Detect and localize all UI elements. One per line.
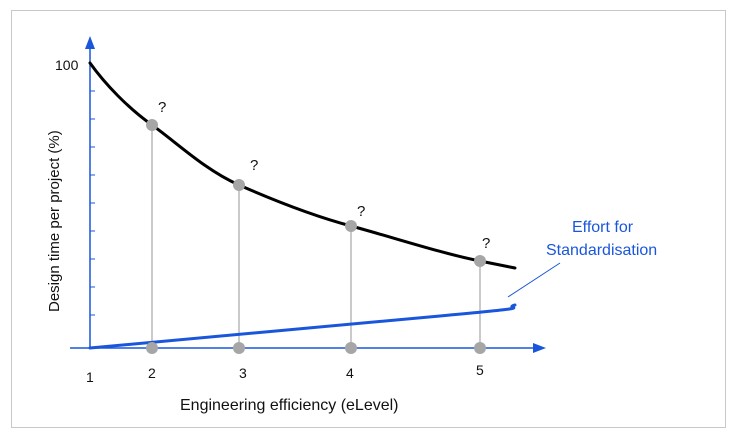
question-mark-3: ? [250,157,258,174]
annotation-line-2: Standardisation [546,242,657,259]
axis-marker-2 [146,342,158,354]
axis-marker-5 [474,342,486,354]
annotation-line-1: Effort for [572,219,634,236]
marker-2 [146,119,158,131]
x-tick-label-1: 1 [86,369,94,385]
design-time-curve [88,61,517,270]
drop-lines [151,125,481,348]
y-axis-label: Design time per project (%) [46,130,63,312]
x-tick-label-4: 4 [346,365,354,381]
x-tick-label-2: 2 [148,365,156,381]
y-axis-ticks [90,90,95,316]
y-tick-label-100: 100 [55,57,79,73]
standardisation-curve [88,303,517,350]
question-mark-4: ? [357,203,365,220]
axis-markers [146,342,486,354]
y-axis-arrow [85,36,95,49]
axis-marker-3 [233,342,245,354]
annotation-leader-line [507,262,561,298]
question-mark-5: ? [482,235,490,252]
axis-marker-4 [345,342,357,354]
figure-frame [11,10,726,428]
x-axis-label: Engineering efficiency (eLevel) [180,397,399,414]
x-axis-arrow [533,343,546,353]
marker-3 [233,179,245,191]
x-tick-label-3: 3 [239,365,247,381]
marker-4 [345,220,357,232]
question-mark-2: ? [158,99,166,116]
curve-markers [146,119,486,267]
x-tick-label-5: 5 [476,362,484,378]
marker-5 [474,255,486,267]
